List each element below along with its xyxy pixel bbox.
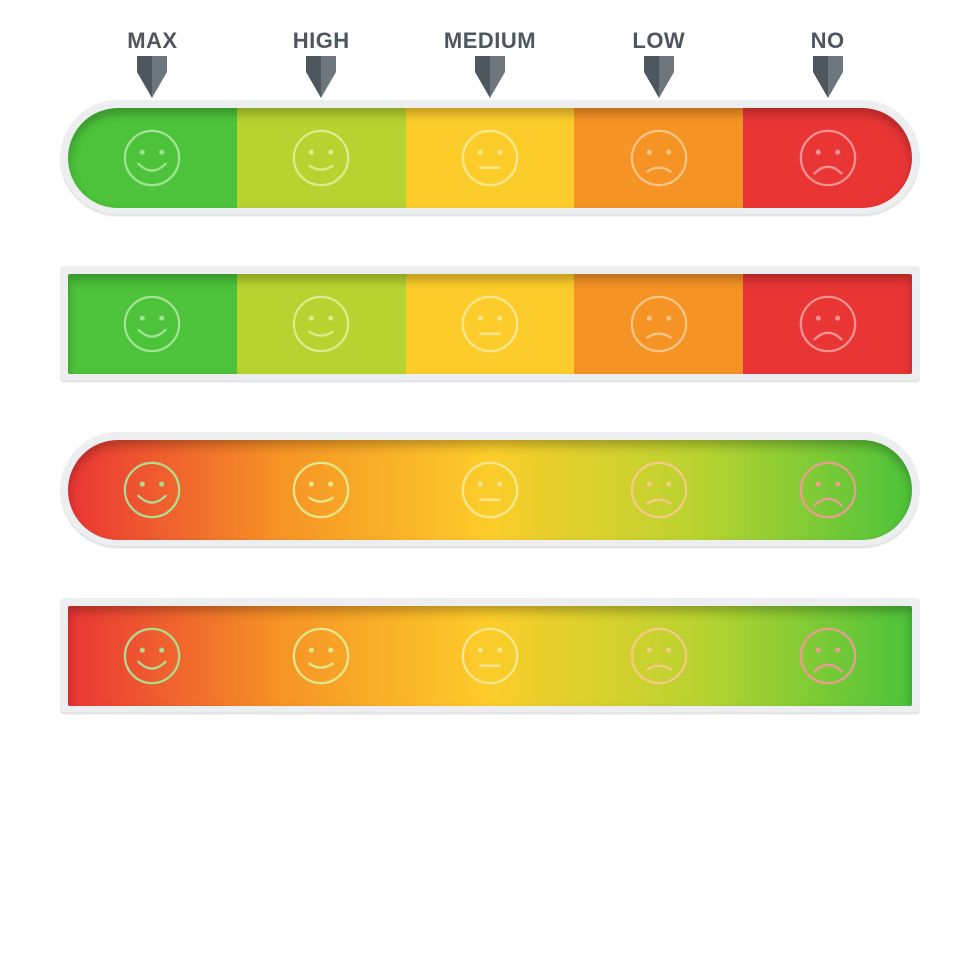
segment-no[interactable] bbox=[743, 440, 912, 540]
face-sad-icon bbox=[628, 625, 690, 687]
segment-max[interactable] bbox=[68, 108, 237, 208]
face-sad-icon bbox=[628, 127, 690, 189]
label-medium: MEDIUM bbox=[444, 28, 536, 54]
segment-high[interactable] bbox=[237, 440, 406, 540]
face-sad-icon bbox=[628, 459, 690, 521]
pointer-icon bbox=[813, 56, 843, 98]
rating-bar-gradient-rounded bbox=[60, 432, 920, 548]
face-smile-icon bbox=[290, 625, 352, 687]
segment-no[interactable] bbox=[743, 606, 912, 706]
pointer-icon bbox=[475, 56, 505, 98]
face-happy-icon bbox=[121, 625, 183, 687]
face-frown-icon bbox=[797, 459, 859, 521]
segment-low[interactable] bbox=[574, 440, 743, 540]
pointer-icon bbox=[644, 56, 674, 98]
label-col-medium: MEDIUM bbox=[406, 28, 575, 108]
segment-low[interactable] bbox=[574, 606, 743, 706]
face-happy-icon bbox=[121, 459, 183, 521]
label-col-no: NO bbox=[743, 28, 912, 108]
segment-max[interactable] bbox=[68, 274, 237, 374]
face-frown-icon bbox=[797, 127, 859, 189]
segment-max[interactable] bbox=[68, 606, 237, 706]
segment-medium[interactable] bbox=[406, 440, 575, 540]
segment-low[interactable] bbox=[574, 108, 743, 208]
segment-medium[interactable] bbox=[406, 274, 575, 374]
face-frown-icon bbox=[797, 625, 859, 687]
pointer-icon bbox=[137, 56, 167, 98]
rating-bar-segmented-square bbox=[60, 266, 920, 382]
face-smile-icon bbox=[290, 459, 352, 521]
face-smile-icon bbox=[290, 293, 352, 355]
face-smile-icon bbox=[290, 127, 352, 189]
bar-track bbox=[68, 606, 912, 706]
face-happy-icon bbox=[121, 127, 183, 189]
rating-bar-segmented-rounded: MAX HIGH MEDIUM LOW bbox=[60, 100, 920, 216]
label-low: LOW bbox=[632, 28, 685, 54]
label-high: HIGH bbox=[293, 28, 350, 54]
label-col-low: LOW bbox=[574, 28, 743, 108]
bar-track bbox=[68, 274, 912, 374]
face-neutral-icon bbox=[459, 293, 521, 355]
segment-medium[interactable] bbox=[406, 108, 575, 208]
pointer-icon bbox=[306, 56, 336, 98]
label-no: NO bbox=[811, 28, 845, 54]
segment-max[interactable] bbox=[68, 440, 237, 540]
bar-track bbox=[68, 108, 912, 208]
label-col-max: MAX bbox=[68, 28, 237, 108]
segment-high[interactable] bbox=[237, 606, 406, 706]
segment-high[interactable] bbox=[237, 108, 406, 208]
level-labels-row: MAX HIGH MEDIUM LOW bbox=[68, 28, 912, 108]
label-col-high: HIGH bbox=[237, 28, 406, 108]
segment-high[interactable] bbox=[237, 274, 406, 374]
segment-low[interactable] bbox=[574, 274, 743, 374]
face-happy-icon bbox=[121, 293, 183, 355]
segment-medium[interactable] bbox=[406, 606, 575, 706]
rating-bar-gradient-square bbox=[60, 598, 920, 714]
face-neutral-icon bbox=[459, 127, 521, 189]
face-neutral-icon bbox=[459, 459, 521, 521]
face-neutral-icon bbox=[459, 625, 521, 687]
bar-track bbox=[68, 440, 912, 540]
segment-no[interactable] bbox=[743, 274, 912, 374]
face-frown-icon bbox=[797, 293, 859, 355]
face-sad-icon bbox=[628, 293, 690, 355]
label-max: MAX bbox=[127, 28, 177, 54]
segment-no[interactable] bbox=[743, 108, 912, 208]
